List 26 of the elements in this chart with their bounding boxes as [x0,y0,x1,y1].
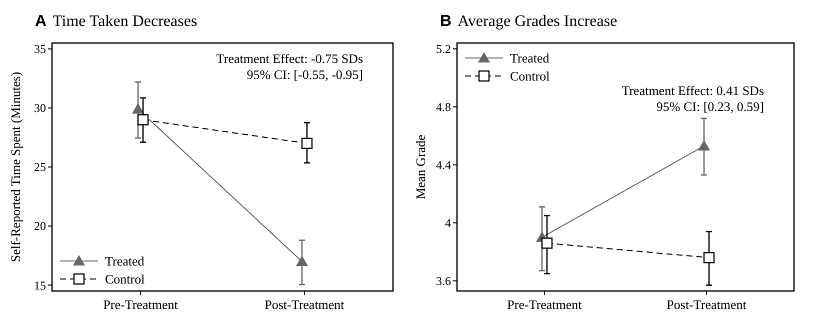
legend-label: Control [105,272,146,287]
y-tick-label: 3.6 [436,274,451,288]
y-tick-label: 4 [445,216,451,230]
y-tick-label: 4.4 [436,158,451,172]
legend-label: Treated [510,50,550,66]
y-axis-title: Self-Reported Time Spent (Minutes) [8,72,23,262]
y-tick-label: 15 [34,278,46,292]
y-axis-title: Mean Grade [413,134,428,200]
annotation: Treatment Effect: -0.75 SDs [216,51,363,66]
x-tick-label: Pre-Treatment [507,297,582,312]
y-tick-label: 4.8 [436,100,451,114]
x-tick-label: Post-Treatment [666,297,747,312]
x-tick-label: Post-Treatment [264,297,345,312]
y-tick-label: 35 [34,42,46,56]
y-tick-label: 25 [34,160,46,174]
chart-title: B Average Grades Increase [440,13,618,30]
annotation: Treatment Effect: 0.41 SDs [622,83,764,98]
annotation: 95% CI: [0.23, 0.59] [656,99,764,114]
y-tick-label: 20 [34,219,46,234]
y-tick-label: 5.2 [436,42,451,56]
y-tick-label: 30 [34,101,46,116]
chart-title: A Time Taken Decreases [35,13,198,30]
x-tick-label: Pre-Treatment [103,297,178,312]
annotation: 95% CI: [-0.55, -0.95] [246,67,363,82]
legend-label: Control [510,68,550,84]
legend-label: Treated [105,254,145,269]
